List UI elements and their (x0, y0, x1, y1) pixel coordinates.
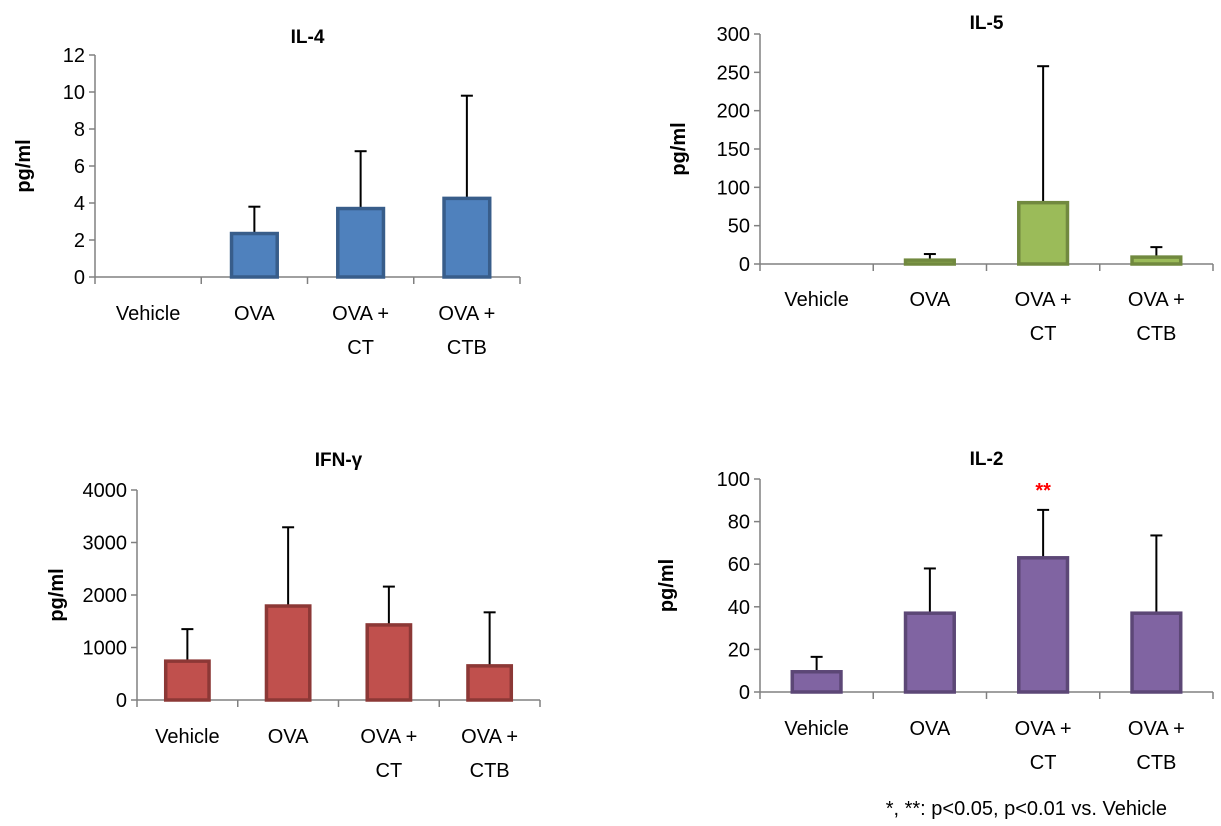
y-tick-label: 4000 (83, 480, 128, 502)
y-tick-label: 20 (728, 639, 750, 661)
y-tick-label: 4 (74, 193, 85, 215)
chart-title: IFN-γ (315, 450, 363, 471)
bar (229, 231, 279, 279)
x-category-label: OVA (909, 718, 950, 740)
chart-title: IL-5 (970, 13, 1004, 34)
x-category-label: OVA (909, 289, 950, 311)
x-category-label: CT (376, 760, 403, 782)
x-category-label: OVA + (461, 726, 518, 748)
panel-il4: IL-4 pg/ml 0 2 4 6 8 10 12 Vehicle OVA OVA + CT OVA +… (13, 27, 521, 359)
y-axis-label: pg/ml (668, 122, 690, 175)
y-tick-label: 3000 (83, 533, 128, 555)
y-tick-label: 8 (74, 119, 85, 141)
y-tick-label: 2000 (83, 585, 128, 607)
x-category-label: OVA + (1015, 718, 1072, 740)
x-category-label: Vehicle (784, 289, 849, 311)
x-category-label: OVA + (1128, 289, 1185, 311)
x-category-label: OVA + (332, 303, 389, 325)
x-category-label: CT (1030, 752, 1057, 774)
bar (365, 623, 413, 702)
chart-title: IL-2 (970, 449, 1004, 470)
bar (442, 196, 492, 279)
y-tick-label: 2 (74, 230, 85, 252)
y-tick-label: 6 (74, 156, 85, 178)
y-tick-label: 80 (728, 512, 750, 534)
bar (903, 258, 956, 266)
x-category-label: Vehicle (784, 718, 849, 740)
x-category-label: OVA + (1015, 289, 1072, 311)
y-tick-label: 0 (739, 682, 750, 704)
bar (1017, 556, 1070, 694)
x-category-label: CT (347, 337, 374, 359)
x-category-label: CTB (1136, 323, 1176, 345)
panel-il2: IL-2 pg/ml 0 20 40 60 80 100 Vehicle OVA OVA + CT **… (656, 449, 1214, 774)
y-tick-label: 40 (728, 597, 750, 619)
bar (1130, 255, 1183, 266)
y-tick-label: 0 (74, 267, 85, 289)
x-category-label: OVA + (1128, 718, 1185, 740)
panel-il5: IL-5 pg/ml 0 50 100 150 200 250 300 Vehicle OVA OVA… (668, 13, 1214, 345)
bar (264, 604, 312, 702)
y-tick-label: 200 (717, 101, 750, 123)
y-tick-label: 0 (116, 690, 127, 712)
bar (790, 670, 843, 694)
y-tick-label: 300 (717, 24, 750, 46)
bar (1130, 611, 1183, 694)
x-category-label: OVA (268, 726, 309, 748)
y-tick-label: 150 (717, 139, 750, 161)
y-tick-label: 60 (728, 554, 750, 576)
y-tick-label: 50 (728, 216, 750, 238)
y-tick-label: 1000 (83, 638, 128, 660)
x-category-label: Vehicle (116, 303, 181, 325)
x-category-label: CTB (470, 760, 510, 782)
bar (903, 611, 956, 694)
y-tick-label: 100 (717, 469, 750, 491)
bar (1017, 200, 1070, 266)
x-category-label: OVA + (438, 303, 495, 325)
significance-marker: ** (1035, 480, 1051, 502)
x-category-label: CTB (1136, 752, 1176, 774)
x-category-label: OVA + (360, 726, 417, 748)
significance-footnote: *, **: p<0.05, p<0.01 vs. Vehicle (886, 798, 1167, 820)
y-tick-label: 250 (717, 62, 750, 84)
bar (336, 206, 386, 279)
chart-title: IL-4 (291, 27, 325, 48)
y-tick-label: 12 (63, 45, 85, 67)
y-tick-label: 0 (739, 254, 750, 276)
bar (163, 659, 211, 702)
y-axis-label: pg/ml (46, 568, 68, 621)
bar (466, 664, 514, 702)
x-category-label: CT (1030, 323, 1057, 345)
y-tick-label: 100 (717, 177, 750, 199)
y-axis-label: pg/ml (656, 559, 678, 612)
x-category-label: CTB (447, 337, 487, 359)
panel-ifn-gamma: IFN-γ pg/ml 0 1000 2000 3000 4000 Vehicle OVA OVA… (46, 450, 541, 782)
y-tick-label: 10 (63, 82, 85, 104)
y-axis-label: pg/ml (13, 139, 35, 192)
x-category-label: OVA (234, 303, 275, 325)
x-category-label: Vehicle (155, 726, 220, 748)
